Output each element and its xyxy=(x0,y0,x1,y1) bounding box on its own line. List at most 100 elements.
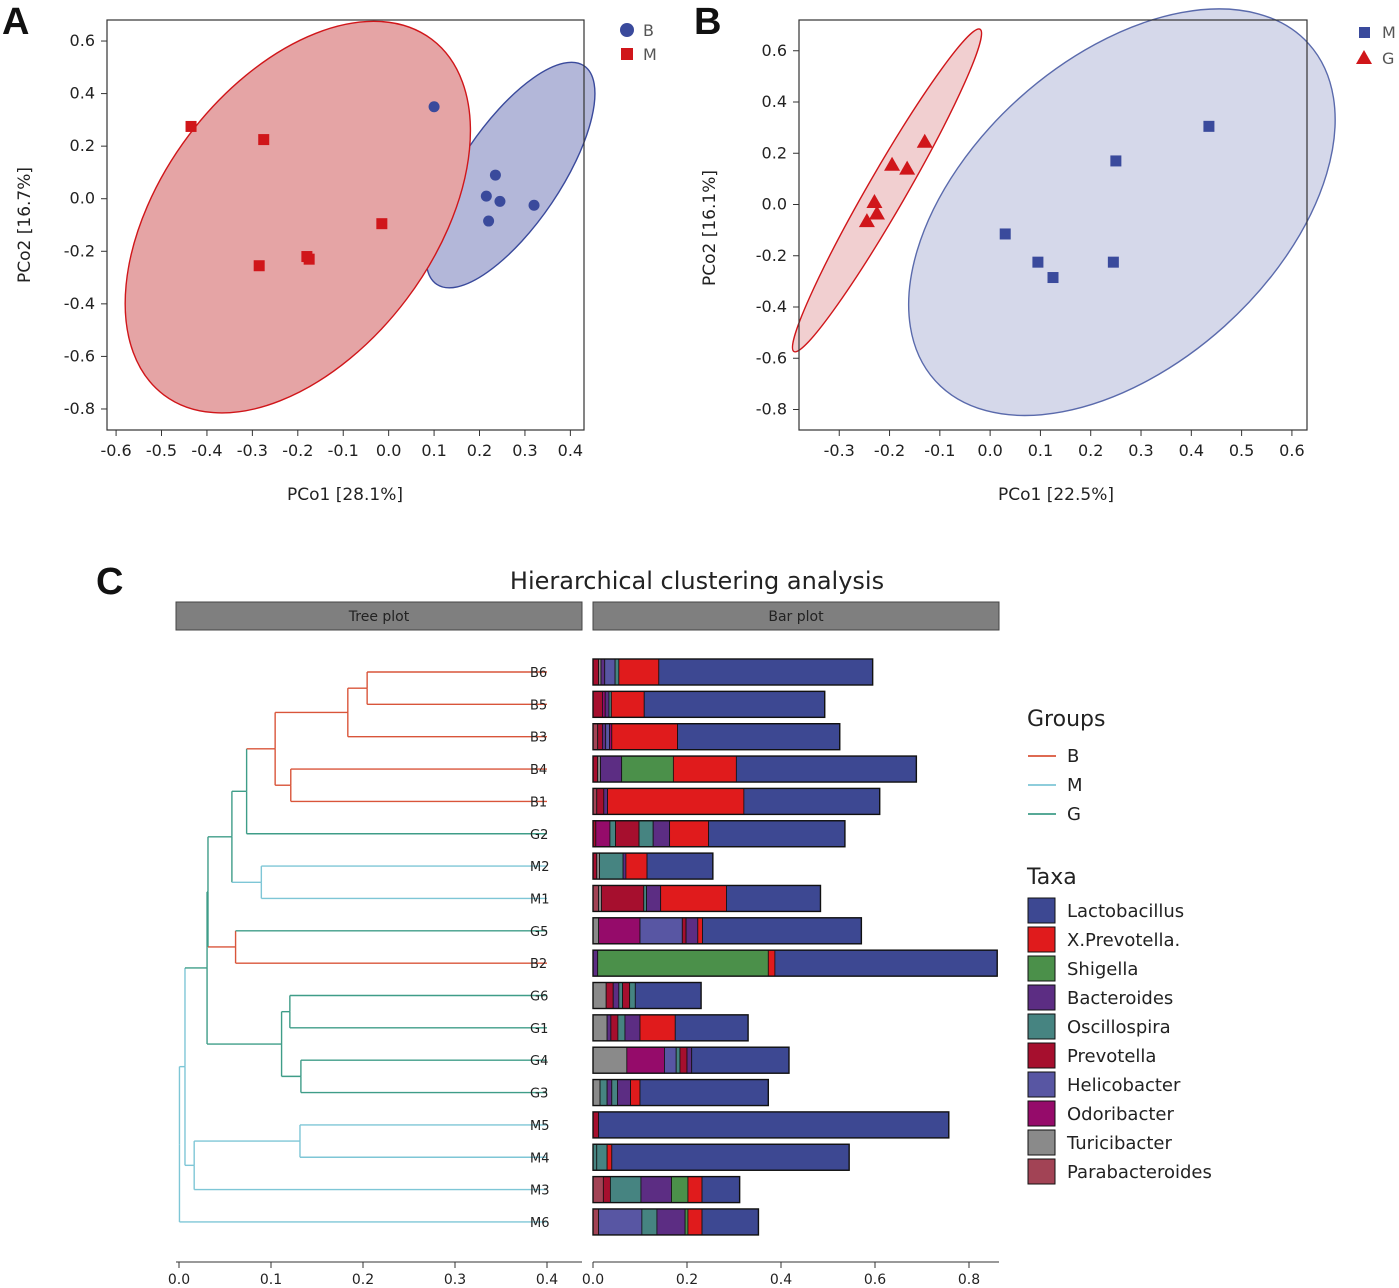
bar-segment-lactobacillus xyxy=(646,852,714,880)
bar-segment-helicobacter xyxy=(605,723,610,751)
bar-segment-bacteroides xyxy=(600,658,606,686)
bar-segment-oscillospira xyxy=(599,1079,608,1106)
bar-segment-bacteroides xyxy=(656,1208,686,1236)
bar-segment-prevotella xyxy=(601,885,645,912)
bar-segment-prevotella xyxy=(605,982,614,1009)
legend-marker-b xyxy=(620,23,634,37)
sample-label: M6 xyxy=(530,1216,550,1231)
tree-x-tick-label: 0.2 xyxy=(352,1272,374,1288)
bar-segment-bacteroides xyxy=(603,788,608,815)
bar-plot-strip xyxy=(592,601,1000,631)
bar-segment-turicibacter xyxy=(592,1079,601,1106)
groups-legend-title: Groups xyxy=(1027,707,1105,732)
bar-x-tick-label: 0.2 xyxy=(676,1272,698,1288)
x-tick-label: 0.3 xyxy=(1128,441,1153,460)
bar-segment-shigella xyxy=(621,755,674,783)
bar-segment-oscillospira xyxy=(596,1143,608,1171)
bar-segment-xprevotella xyxy=(618,658,660,686)
bar-segment-bacteroides xyxy=(612,982,620,1009)
taxa-legend-label-odoribacter: Odoribacter xyxy=(1067,1104,1174,1125)
bar-outline xyxy=(592,787,881,816)
stacked-bar-plot xyxy=(592,658,998,1236)
bar-segment-bacteroides xyxy=(606,1079,613,1106)
taxa-legend-swatch-odoribacter xyxy=(1027,1100,1056,1127)
x-tick-label: 0.3 xyxy=(512,441,537,460)
bar-segment-shigella xyxy=(597,949,769,977)
tree-x-tick-label: 0.1 xyxy=(260,1272,282,1288)
legend-label-g: G xyxy=(1382,49,1394,68)
bar-segment-lactobacillus xyxy=(708,820,846,848)
bar-segment-turicibacter xyxy=(592,1014,608,1042)
bar-segment-lactobacillus xyxy=(726,885,821,912)
bar-segment-xprevotella xyxy=(687,1176,703,1203)
sample-label: M1 xyxy=(530,892,550,907)
bar-segment-oscillospira xyxy=(599,852,624,880)
data-point-m xyxy=(1203,120,1215,132)
bar-segment-helicobacter xyxy=(639,917,683,945)
bar-segment-xprevotella xyxy=(610,690,645,718)
data-point-g xyxy=(916,133,933,148)
bar-segment-prevotella xyxy=(596,788,605,815)
data-point-m xyxy=(253,260,265,272)
taxa-legend-swatch-lactobacillus xyxy=(1027,897,1056,924)
x-tick-label: 0.1 xyxy=(1028,441,1053,460)
bar-segment-lactobacillus xyxy=(702,917,862,945)
x-tick-label: 0.0 xyxy=(977,441,1002,460)
bar-segment-prevotella xyxy=(592,690,603,718)
data-point-m xyxy=(999,228,1011,240)
y-tick-label: -0.4 xyxy=(64,294,95,313)
tree-x-tick-label: 0.0 xyxy=(168,1272,190,1288)
sample-label: G2 xyxy=(530,828,548,843)
sample-label: M5 xyxy=(530,1119,550,1134)
bar-segment-lactobacillus xyxy=(643,690,826,718)
data-point-g xyxy=(858,213,875,228)
x-tick-label: -0.2 xyxy=(874,441,905,460)
data-point-g xyxy=(866,193,883,208)
taxa-legend-label-turicibacter: Turicibacter xyxy=(1066,1133,1172,1154)
bar-segment-oscillospira xyxy=(643,885,647,912)
bar-segment-bacteroides xyxy=(686,1046,693,1074)
bar-outline xyxy=(592,917,863,945)
data-point-m xyxy=(258,134,270,146)
sample-label: G4 xyxy=(530,1054,548,1069)
x-tick-label: -0.3 xyxy=(824,441,855,460)
bar-segment-lactobacillus xyxy=(598,1111,950,1139)
bar-segment-xprevotella xyxy=(630,1079,641,1106)
y-tick-label: 0.6 xyxy=(70,31,95,50)
data-point-m xyxy=(1110,155,1122,167)
tree-x-tick-label: 0.3 xyxy=(444,1272,466,1288)
bar-segment-bacteroides xyxy=(652,820,671,848)
bar-segment-xprevotella xyxy=(687,1208,703,1236)
bar-segment-odoribacter xyxy=(595,820,611,848)
bar-segment-turicibacter xyxy=(592,917,600,945)
data-point-b xyxy=(428,101,440,113)
panel-letter-b: B xyxy=(694,1,721,43)
bar-segment-lactobacillus xyxy=(701,1208,759,1236)
y-tick-label: 0.6 xyxy=(762,41,787,60)
bar-segment-xprevotella xyxy=(767,949,776,977)
bar-segment-prevotella xyxy=(679,1046,688,1074)
bar-segment-helicobacter xyxy=(604,658,616,686)
bar-segment-oscillospira xyxy=(618,982,624,1009)
x-tick-label: 0.1 xyxy=(421,441,446,460)
bar-segment-lactobacillus xyxy=(735,755,917,783)
bar-segment-prevotella xyxy=(615,820,640,848)
sample-label: B3 xyxy=(530,731,547,746)
taxa-legend-label-prevotella: Prevotella xyxy=(1067,1046,1156,1067)
bar-segment-bacteroides xyxy=(624,1014,641,1042)
bar-segment-xprevotella xyxy=(660,885,727,912)
bar-segment-lactobacillus xyxy=(639,1079,769,1106)
bar-segment-xprevotella xyxy=(607,788,745,815)
bar-segment-bacteroides xyxy=(685,917,699,945)
bar-outline xyxy=(592,949,998,977)
pcoa-plot-a: 0.6 0.4 0.2 0.0 -0.2 -0.4 -0.6 -0.8 -0.6 -0.5 -0.… xyxy=(15,19,657,505)
taxa-legend-label-oscillospira: Oscillospira xyxy=(1067,1017,1171,1038)
bar-segment-lactobacillus xyxy=(611,1143,850,1171)
y-tick-label: -0.2 xyxy=(64,241,95,260)
bar-segment-prevotella xyxy=(681,917,687,945)
taxa-legend-swatch-prevotella xyxy=(1027,1042,1056,1069)
sample-label: G3 xyxy=(530,1087,548,1102)
bar-segment-bacteroides xyxy=(617,1079,632,1106)
legend-a: BM xyxy=(620,21,657,64)
bar-outline xyxy=(592,981,702,1010)
